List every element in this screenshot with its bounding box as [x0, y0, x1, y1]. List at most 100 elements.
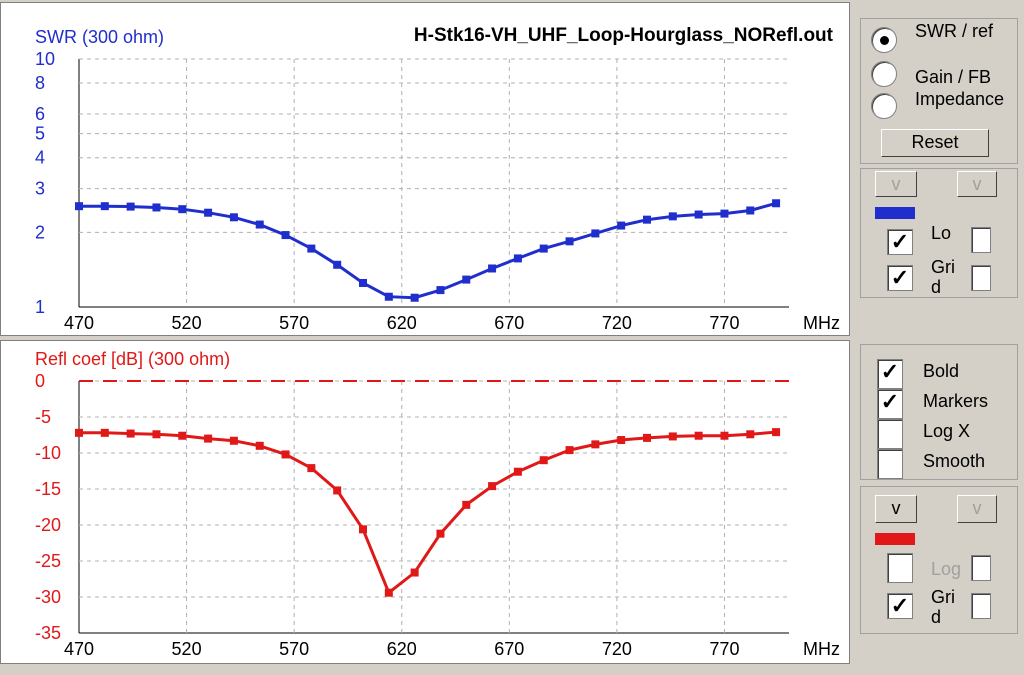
data-point-marker: [539, 244, 548, 253]
refl-color-next-button[interactable]: v: [957, 495, 997, 523]
radio-impedance[interactable]: [871, 93, 897, 119]
data-point-marker: [75, 428, 83, 437]
data-point-marker: [178, 205, 187, 214]
smooth-label: Smooth: [923, 451, 986, 471]
data-point-marker: [462, 500, 471, 509]
data-point-marker: [488, 482, 497, 491]
data-point-marker: [126, 429, 135, 438]
data-point-marker: [307, 464, 316, 473]
x-unit-label: MHz: [803, 313, 840, 333]
y-tick-label: -35: [35, 623, 61, 643]
x-tick-label: 720: [602, 639, 632, 659]
swr-color-swatch: [875, 207, 915, 219]
log-x-checkbox[interactable]: [877, 419, 903, 449]
refl-chart: Refl coef [dB] (300 ohm) 470 520 570 620 670…: [35, 349, 840, 659]
data-point-marker: [359, 525, 367, 534]
x-tick-label: 620: [387, 639, 417, 659]
data-point-marker: [565, 446, 574, 455]
series-line: [79, 430, 777, 596]
data-point-marker: [152, 203, 161, 212]
data-point-marker: [333, 260, 342, 269]
smooth-checkbox[interactable]: [877, 449, 903, 479]
radio-swr-ref[interactable]: [871, 27, 897, 53]
data-point-marker: [100, 428, 109, 437]
y-tick-label: 0: [35, 371, 45, 391]
data-point-marker: [643, 215, 651, 224]
data-point-marker: [204, 208, 213, 217]
data-point-marker: [333, 486, 342, 495]
data-point-marker: [513, 254, 522, 263]
x-tick-label: 520: [172, 313, 202, 333]
y-tick-label: 10: [35, 49, 55, 69]
data-point-marker: [100, 202, 109, 211]
radio-gain-fb[interactable]: [871, 61, 897, 87]
swr-log-checkbox[interactable]: ✓: [887, 229, 913, 255]
y-tick-label: 4: [35, 148, 45, 168]
markers-checkbox[interactable]: ✓: [877, 389, 903, 419]
bold-checkbox[interactable]: ✓: [877, 359, 903, 389]
swr-color-next-button[interactable]: v: [957, 171, 997, 197]
data-point-marker: [668, 212, 677, 221]
data-point-marker: [229, 436, 238, 445]
data-point-marker: [126, 202, 135, 211]
data-point-marker: [152, 430, 161, 439]
swr-chart: SWR (300 ohm) H-Stk16-VH_UHF_Loop-Hourgl…: [35, 25, 840, 333]
refl-grid-label: Gri d: [931, 587, 955, 623]
x-tick-label: 770: [709, 639, 739, 659]
bold-label: Bold: [923, 361, 960, 381]
data-point-marker: [384, 292, 393, 301]
data-point-marker: [462, 275, 471, 284]
style-options-group: ✓ Bold ✓ Markers Log X Smooth: [860, 344, 1018, 480]
refl-grid-checkbox[interactable]: ✓: [887, 593, 913, 619]
data-point-marker: [617, 221, 626, 230]
series-line: [79, 201, 777, 300]
data-point-marker: [384, 588, 393, 597]
y-tick-label: 6: [35, 104, 45, 124]
data-point-marker: [539, 456, 548, 465]
y-tick-label: 2: [35, 222, 45, 242]
data-point-marker: [281, 231, 290, 240]
swr-color-prev-button[interactable]: v: [875, 171, 917, 197]
data-point-marker: [694, 210, 703, 219]
data-point-marker: [720, 209, 729, 218]
x-tick-label: 720: [602, 313, 632, 333]
radio-impedance-label: Impedance: [915, 89, 1005, 109]
refl-grid-extra-box: [971, 593, 991, 619]
swr-log-label: Lo: [931, 223, 952, 243]
data-point-marker: [488, 264, 497, 273]
x-tick-label: 570: [279, 639, 309, 659]
data-point-marker: [643, 433, 651, 442]
x-tick-label: 470: [64, 639, 94, 659]
refl-color-prev-button[interactable]: v: [875, 495, 917, 523]
data-point-marker: [746, 206, 755, 215]
data-point-marker: [772, 428, 781, 437]
data-point-marker: [75, 202, 83, 211]
data-point-marker: [591, 440, 600, 449]
refl-log-extra-box: [971, 555, 991, 581]
radio-swr-ref-label: SWR / ref: [915, 21, 994, 41]
data-point-marker: [410, 568, 419, 577]
data-point-marker: [410, 293, 419, 302]
swr-options-group: v v ✓ Lo ✓ Gri d: [860, 168, 1018, 298]
swr-grid-checkbox[interactable]: ✓: [887, 265, 913, 291]
data-point-marker: [772, 199, 781, 208]
y-tick-label: 5: [35, 124, 45, 144]
data-point-marker: [694, 431, 703, 440]
data-point-marker: [720, 431, 729, 440]
data-point-marker: [436, 529, 445, 538]
refl-options-group: v v Log ✓ Gri d: [860, 486, 1018, 634]
refl-color-swatch: [875, 533, 915, 545]
y-tick-label: 1: [35, 297, 45, 317]
markers-label: Markers: [923, 391, 989, 411]
swr-log-extra-box: [971, 227, 991, 253]
swr-chart-title: H-Stk16-VH_UHF_Loop-Hourglass_NORefl.out: [414, 25, 834, 46]
y-tick-label: -5: [35, 407, 51, 427]
refl-log-checkbox[interactable]: [887, 553, 913, 583]
y-tick-label: -20: [35, 515, 61, 535]
refl-log-label: Log: [931, 559, 962, 579]
reset-button[interactable]: Reset: [881, 129, 989, 157]
x-tick-label: 670: [494, 313, 524, 333]
chart-type-group: SWR / ref Gain / FB Impedance Reset: [860, 18, 1018, 164]
x-tick-label: 670: [494, 639, 524, 659]
y-tick-label: -25: [35, 551, 61, 571]
